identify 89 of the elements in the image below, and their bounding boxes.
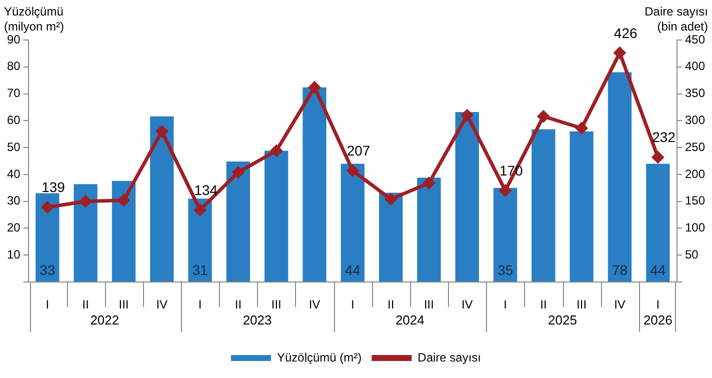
y-tick-label: 90: [6, 32, 21, 46]
y-axis-title: Yüzölçümü (milyon m²): [4, 4, 64, 34]
point: [194, 204, 206, 216]
bar: [112, 180, 136, 282]
y-tick-label: 40: [6, 166, 21, 181]
x-tick-label: IV: [156, 298, 168, 312]
point: [156, 126, 168, 138]
y-tick-label: 70: [6, 86, 21, 100]
bar: [455, 112, 479, 282]
y2-tick-label: 100: [684, 220, 706, 235]
bar: [493, 188, 518, 282]
x-tick-label: III: [576, 298, 587, 312]
data-label: 139: [42, 179, 66, 196]
x-tick-label: III: [424, 298, 434, 312]
text: 2024: [395, 312, 424, 328]
bar: [188, 198, 212, 282]
point: [232, 166, 244, 178]
point: [576, 122, 588, 134]
x-tick-label: I: [46, 298, 50, 312]
x-tick-label: II: [82, 298, 89, 312]
legend-label: Yüzölçümü (m²): [276, 350, 362, 364]
data-label: 31: [192, 262, 208, 278]
x-tick-label: II: [387, 298, 394, 312]
point: [270, 145, 282, 157]
text: 2026: [643, 312, 672, 328]
bar: [570, 131, 594, 282]
point: [652, 151, 664, 163]
text: 2025: [548, 312, 577, 328]
point: [42, 202, 54, 213]
point: [346, 164, 358, 176]
x-tick-label: II: [540, 298, 547, 312]
y-tick-label: 50: [6, 140, 21, 154]
point: [118, 194, 130, 206]
y2-tick-label: 450: [684, 32, 706, 46]
point: [80, 196, 92, 208]
x-tick-label: I: [504, 298, 507, 312]
point: [423, 177, 435, 189]
point: [538, 110, 550, 122]
bar: [226, 162, 250, 282]
y2-tick-label: 250: [684, 140, 706, 154]
data-label: 35: [497, 262, 514, 278]
x-tick-label: II: [234, 298, 242, 312]
point: [308, 82, 320, 94]
data-label: 44: [650, 262, 666, 278]
bar: [378, 192, 403, 282]
legend-label: Daire sayısı: [418, 350, 482, 364]
data-label: 232: [652, 129, 676, 146]
y-tick-label: 20: [6, 220, 21, 235]
point: [385, 193, 397, 205]
data-label: 426: [614, 24, 638, 41]
text: 2022: [90, 312, 120, 328]
x-tick-label: IV: [614, 298, 626, 312]
y2-tick-label: 300: [684, 112, 706, 127]
data-label: 33: [40, 262, 56, 278]
bar: [264, 150, 288, 282]
y2-tick-label: 200: [684, 166, 706, 181]
point: [500, 184, 512, 196]
x-tick-label: III: [118, 298, 129, 312]
x-tick-label: IV: [308, 298, 320, 312]
data-label: 44: [344, 262, 361, 278]
x-tick-label: I: [198, 298, 202, 312]
bar: [340, 164, 364, 282]
text: 2023: [242, 312, 272, 328]
y2-tick-label: 350: [684, 86, 706, 100]
y2-tick-label: 50: [684, 247, 699, 262]
x-tick-label: I: [656, 298, 660, 312]
y2-tick-label: 150: [684, 194, 706, 208]
point: [461, 110, 473, 122]
bar: [302, 87, 326, 282]
y2-axis-title: Daire sayısı (bin adet): [644, 4, 708, 34]
data-label: 134: [194, 182, 218, 198]
data-label: 207: [346, 142, 370, 159]
y-tick-label: 10: [6, 247, 21, 262]
data-label: 78: [612, 262, 628, 278]
bar: [417, 178, 441, 282]
x-tick-label: III: [271, 298, 282, 312]
bar: [150, 116, 174, 282]
bar: [608, 72, 632, 282]
bar: [74, 184, 98, 282]
y-tick-label: 80: [6, 59, 21, 74]
x-tick-label: I: [350, 298, 354, 312]
y-tick-label: 60: [6, 112, 21, 127]
x-tick-label: IV: [461, 298, 473, 312]
y2-tick-label: 400: [684, 59, 706, 74]
bar: [36, 193, 60, 282]
point: [614, 47, 626, 59]
bar: [532, 129, 556, 282]
bar: [646, 164, 670, 282]
y-tick-label: 30: [6, 194, 21, 208]
